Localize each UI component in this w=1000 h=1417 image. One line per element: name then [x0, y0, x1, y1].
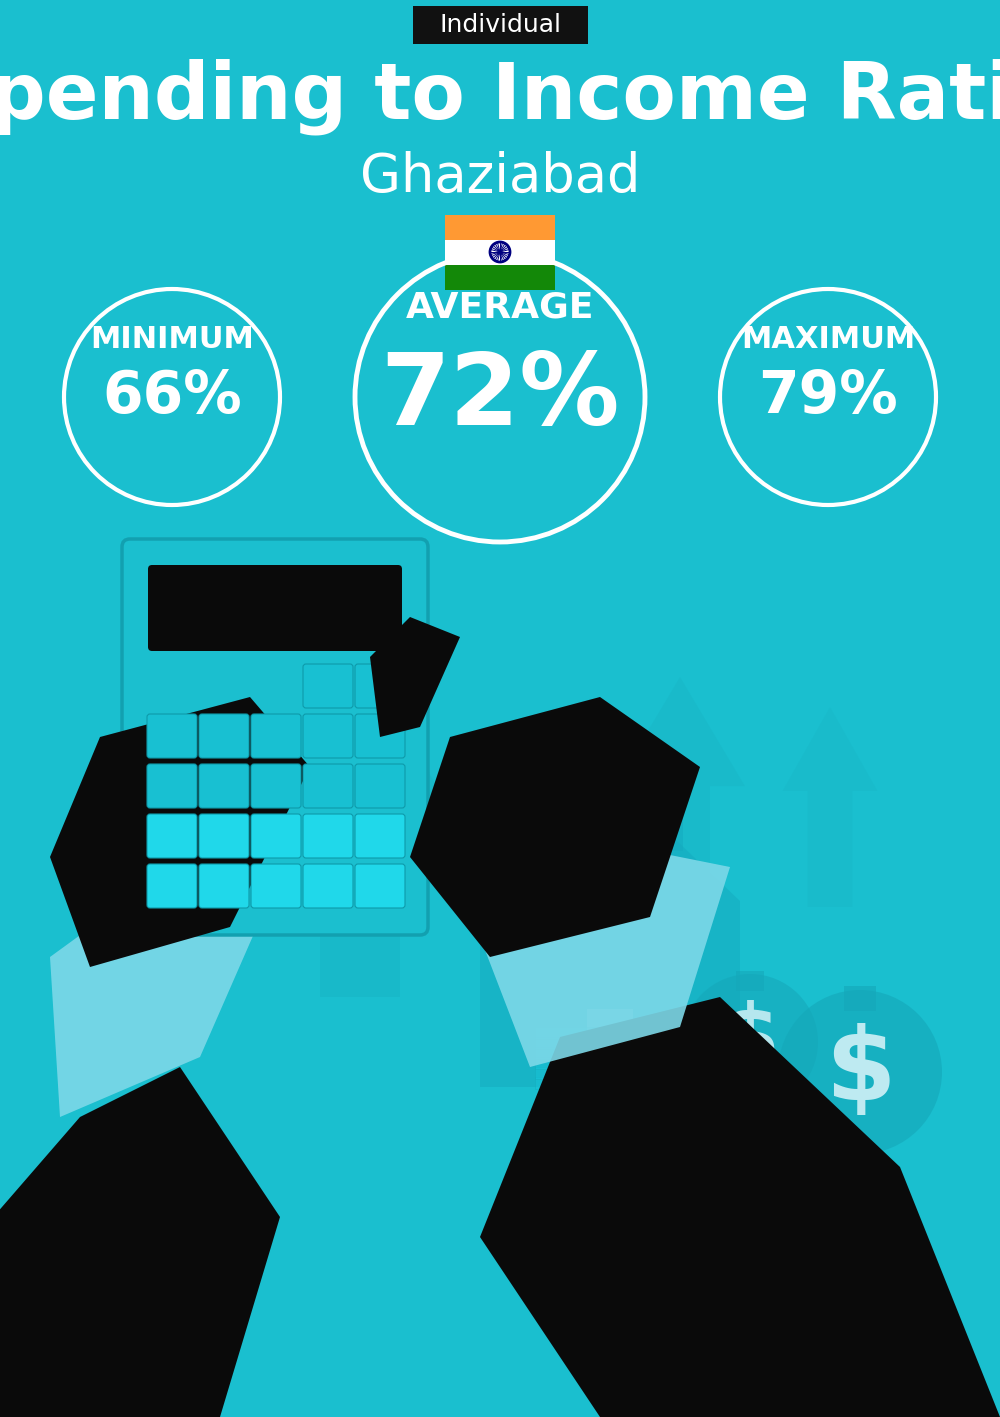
FancyBboxPatch shape — [303, 764, 353, 808]
Bar — [445, 265, 555, 289]
FancyBboxPatch shape — [251, 813, 301, 859]
FancyBboxPatch shape — [355, 714, 405, 758]
FancyBboxPatch shape — [199, 764, 249, 808]
FancyBboxPatch shape — [303, 864, 353, 908]
Text: Individual: Individual — [439, 13, 561, 37]
Text: AVERAGE: AVERAGE — [406, 290, 594, 324]
Text: 66%: 66% — [102, 368, 242, 425]
Text: 72%: 72% — [380, 349, 620, 445]
FancyBboxPatch shape — [147, 714, 197, 758]
Polygon shape — [50, 697, 310, 966]
FancyBboxPatch shape — [303, 813, 353, 859]
FancyBboxPatch shape — [199, 813, 249, 859]
FancyBboxPatch shape — [251, 764, 301, 808]
FancyBboxPatch shape — [355, 813, 405, 859]
Bar — [657, 805, 683, 852]
Polygon shape — [480, 998, 1000, 1417]
FancyBboxPatch shape — [199, 864, 249, 908]
FancyBboxPatch shape — [413, 6, 588, 44]
Bar — [587, 1009, 633, 1087]
Text: $: $ — [720, 1000, 780, 1084]
Polygon shape — [275, 657, 445, 998]
Text: Ghaziabad: Ghaziabad — [360, 152, 640, 203]
Polygon shape — [480, 837, 730, 1067]
FancyBboxPatch shape — [251, 864, 301, 908]
Text: MINIMUM: MINIMUM — [90, 324, 254, 353]
Bar — [480, 901, 740, 1087]
Bar — [535, 1077, 705, 1090]
Bar — [844, 986, 876, 1010]
FancyBboxPatch shape — [303, 665, 353, 708]
Bar — [535, 1067, 705, 1078]
Polygon shape — [0, 1067, 280, 1417]
Text: Spending to Income Ratio: Spending to Income Ratio — [0, 58, 1000, 135]
Text: 79%: 79% — [758, 368, 898, 425]
FancyBboxPatch shape — [122, 538, 428, 935]
Bar — [535, 1037, 705, 1049]
Bar — [736, 971, 764, 990]
FancyBboxPatch shape — [303, 714, 353, 758]
FancyBboxPatch shape — [147, 813, 197, 859]
Bar — [535, 1047, 705, 1058]
Bar — [535, 1027, 705, 1039]
Polygon shape — [615, 677, 745, 937]
Bar — [445, 239, 555, 265]
Polygon shape — [410, 697, 700, 956]
FancyBboxPatch shape — [355, 764, 405, 808]
Text: MAXIMUM: MAXIMUM — [741, 324, 915, 353]
Circle shape — [778, 990, 942, 1153]
Polygon shape — [480, 777, 740, 901]
FancyBboxPatch shape — [251, 714, 301, 758]
Text: $: $ — [825, 1023, 895, 1121]
Polygon shape — [50, 877, 270, 1117]
FancyBboxPatch shape — [355, 864, 405, 908]
FancyBboxPatch shape — [199, 714, 249, 758]
FancyBboxPatch shape — [355, 665, 405, 708]
Polygon shape — [782, 707, 878, 907]
FancyBboxPatch shape — [148, 565, 402, 650]
Polygon shape — [370, 616, 460, 737]
FancyBboxPatch shape — [147, 864, 197, 908]
Bar — [445, 214, 555, 239]
Circle shape — [682, 973, 818, 1110]
Bar — [535, 1057, 705, 1068]
FancyBboxPatch shape — [147, 764, 197, 808]
